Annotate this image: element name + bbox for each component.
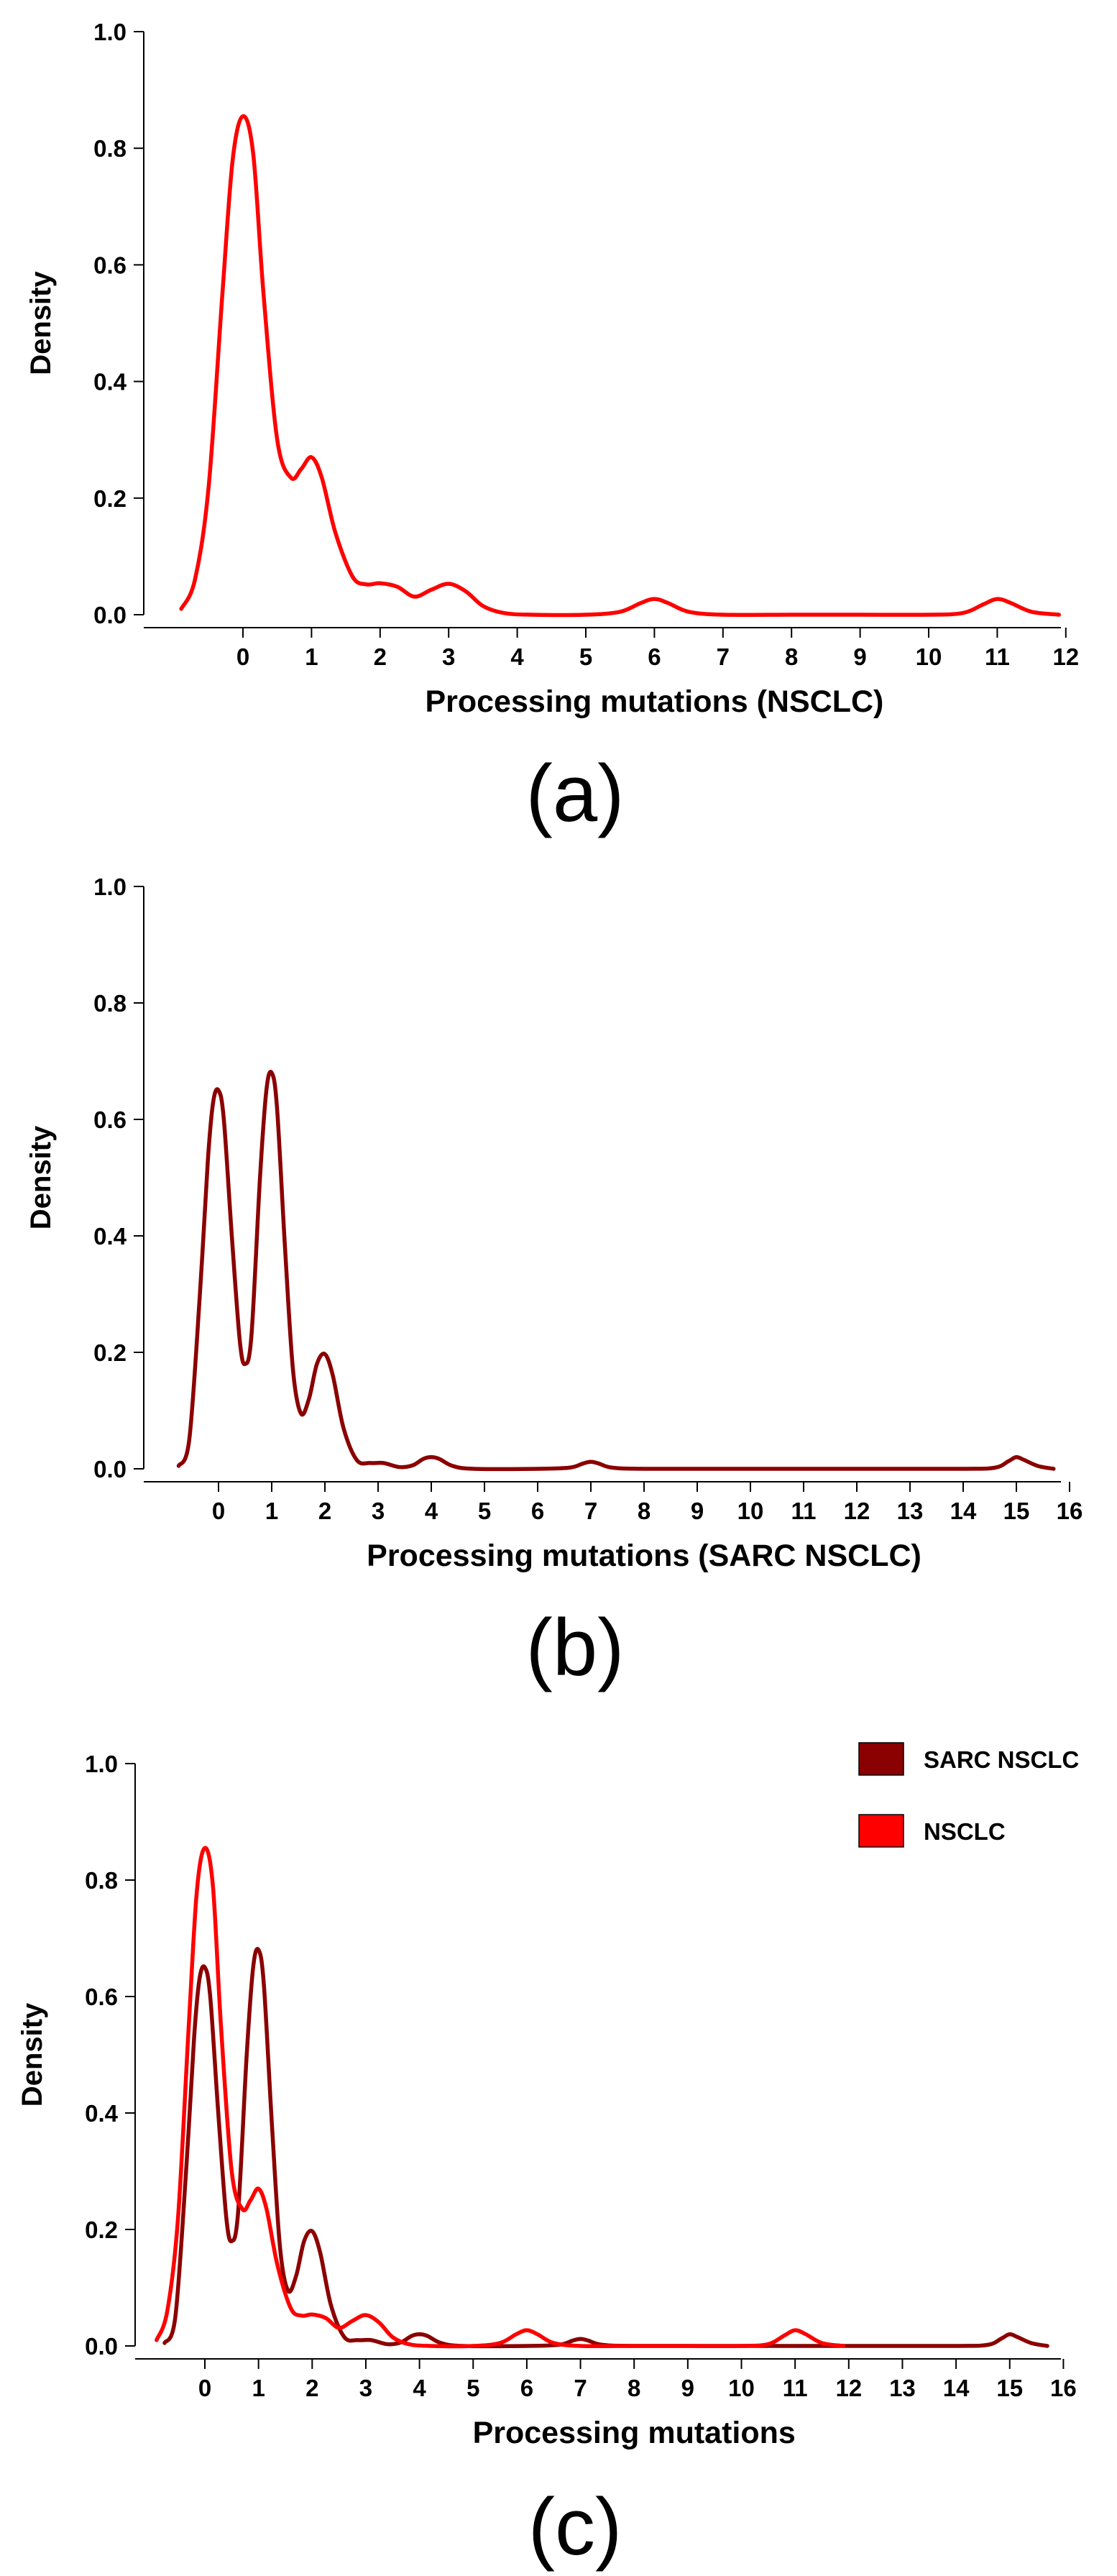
x-tick-label: 10 xyxy=(916,643,942,670)
x-tick-label: 13 xyxy=(897,1498,924,1524)
y-tick-label: 0.8 xyxy=(93,990,127,1017)
x-tick-label: 10 xyxy=(737,1498,764,1524)
panel-label: (c) xyxy=(528,2482,622,2572)
x-tick-label: 4 xyxy=(510,643,524,670)
y-tick-label: 0.0 xyxy=(85,2333,118,2360)
x-tick-label: 3 xyxy=(359,2375,372,2401)
x-tick-label: 15 xyxy=(996,2375,1023,2401)
y-tick-label: 1.0 xyxy=(85,1751,118,1777)
x-tick-label: 11 xyxy=(985,643,1010,670)
x-tick-label: 10 xyxy=(728,2375,755,2401)
x-tick-label: 1 xyxy=(252,2375,265,2401)
y-tick-label: 0.4 xyxy=(93,1223,127,1250)
x-tick-label: 16 xyxy=(1050,2375,1077,2401)
x-tick-label: 12 xyxy=(844,1498,870,1524)
x-axis-title: Processing mutations xyxy=(473,2416,796,2450)
legend: SARC NSCLC NSCLC xyxy=(858,1742,1079,1848)
y-axis-title: Density xyxy=(25,1125,57,1229)
x-tick-label: 4 xyxy=(413,2375,426,2401)
x-tick-label: 2 xyxy=(318,1498,331,1524)
y-axis-title: Density xyxy=(25,271,57,375)
x-tick-label: 8 xyxy=(638,1498,651,1524)
y-tick-label: 0.8 xyxy=(93,135,127,162)
y-tick-label: 0.2 xyxy=(85,2217,118,2243)
series-line-nsclc xyxy=(155,1846,846,2349)
y-tick-label: 0.8 xyxy=(85,1867,118,1894)
legend-label: NSCLC xyxy=(924,1818,1006,1845)
y-tick-label: 0.6 xyxy=(93,252,127,278)
x-tick-label: 9 xyxy=(691,1498,704,1524)
y-tick-label: 1.0 xyxy=(93,19,127,45)
x-tick-label: 0 xyxy=(236,643,249,670)
x-tick-label: 16 xyxy=(1057,1498,1083,1524)
x-tick-label: 2 xyxy=(305,2375,318,2401)
x-tick-label: 7 xyxy=(584,1498,597,1524)
y-tick-label: 0.2 xyxy=(93,1339,127,1366)
x-tick-label: 14 xyxy=(950,1498,977,1524)
x-tick-label: 8 xyxy=(628,2375,640,2401)
y-axis-title: Density xyxy=(17,2002,48,2107)
y-tick-label: 0.4 xyxy=(85,2100,119,2127)
x-tick-label: 11 xyxy=(783,2375,808,2401)
series-line-sarc-nsclc xyxy=(162,1947,1049,2349)
x-tick-label: 6 xyxy=(520,2375,533,2401)
y-tick-label: 1.0 xyxy=(93,874,127,900)
x-tick-label: 6 xyxy=(648,643,661,670)
x-tick-label: 5 xyxy=(478,1498,491,1524)
x-axis-title: Processing mutations (NSCLC) xyxy=(425,684,883,719)
y-tick-label: 0.0 xyxy=(93,602,127,628)
x-tick-label: 13 xyxy=(889,2375,916,2401)
panel-label: (b) xyxy=(526,1603,625,1692)
x-tick-label: 5 xyxy=(579,643,592,670)
y-tick-label: 0.2 xyxy=(93,485,127,512)
x-tick-label: 7 xyxy=(717,643,730,670)
x-tick-label: 9 xyxy=(853,643,866,670)
x-axis-title: Processing mutations (SARC NSCLC) xyxy=(367,1539,921,1573)
x-tick-label: 6 xyxy=(531,1498,544,1524)
x-tick-label: 11 xyxy=(791,1498,817,1524)
y-tick-label: 0.6 xyxy=(85,1984,118,2010)
y-tick-label: 0.0 xyxy=(93,1456,127,1482)
series-line-sarc-nsclc xyxy=(176,1070,1056,1472)
legend-label: SARC NSCLC xyxy=(924,1746,1079,1773)
x-tick-label: 15 xyxy=(1003,1498,1030,1524)
x-tick-label: 3 xyxy=(442,643,455,670)
legend-swatch xyxy=(858,1742,904,1776)
x-tick-label: 5 xyxy=(466,2375,479,2401)
x-tick-label: 12 xyxy=(835,2375,862,2401)
x-tick-label: 1 xyxy=(305,643,318,670)
x-tick-label: 9 xyxy=(681,2375,694,2401)
x-tick-label: 12 xyxy=(1052,643,1079,670)
x-tick-label: 2 xyxy=(374,643,387,670)
x-tick-label: 0 xyxy=(212,1498,225,1524)
x-tick-label: 3 xyxy=(372,1498,385,1524)
x-tick-label: 0 xyxy=(198,2375,211,2401)
y-tick-label: 0.4 xyxy=(93,369,127,395)
x-tick-label: 1 xyxy=(265,1498,278,1524)
legend-swatch xyxy=(858,1814,904,1848)
series-line-nsclc xyxy=(179,114,1062,618)
x-tick-label: 7 xyxy=(574,2375,587,2401)
x-tick-label: 14 xyxy=(943,2375,970,2401)
panel-label: (a) xyxy=(526,748,625,838)
x-tick-label: 8 xyxy=(785,643,798,670)
x-tick-label: 4 xyxy=(425,1498,438,1524)
y-tick-label: 0.6 xyxy=(93,1106,127,1133)
